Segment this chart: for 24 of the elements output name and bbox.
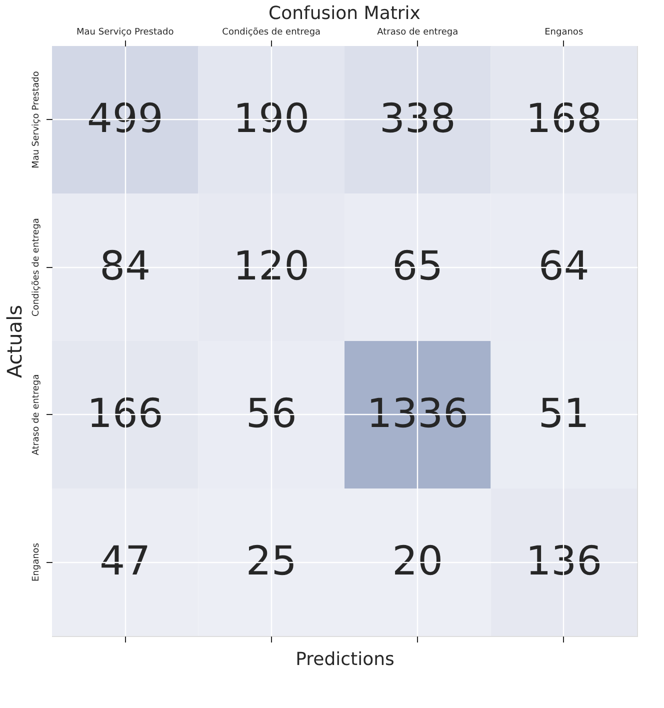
data-label: 168 (526, 96, 602, 142)
data-label: 25 (246, 538, 297, 584)
x-tick-label: Condições de entrega (222, 28, 321, 38)
data-label: 84 (100, 243, 151, 290)
x-tick-label: Atraso de entrega (377, 28, 458, 38)
data-label: 166 (86, 390, 164, 437)
y-tick-label: Condições de entrega (32, 218, 42, 316)
data-label: 51 (538, 390, 590, 437)
data-label: 1336 (366, 390, 469, 437)
y-tick-label: Enganos (32, 542, 42, 582)
x-tick-label: Mau Serviço Prestado (76, 28, 174, 38)
data-label: 20 (392, 538, 444, 584)
data-label: 56 (246, 390, 297, 437)
x-axis-title: Predictions (296, 649, 394, 670)
y-axis-title: Actuals (2, 304, 26, 378)
data-label: 64 (538, 243, 590, 290)
x-tick-label: Enganos (544, 28, 584, 38)
y-tick-label: Atraso de entrega (32, 374, 42, 456)
data-label: 65 (392, 243, 444, 290)
data-label: 136 (526, 538, 602, 584)
data-label: 338 (379, 96, 456, 142)
data-label: 120 (233, 243, 310, 290)
data-label: 47 (100, 538, 151, 584)
chart-title: Confusion Matrix (268, 3, 421, 24)
